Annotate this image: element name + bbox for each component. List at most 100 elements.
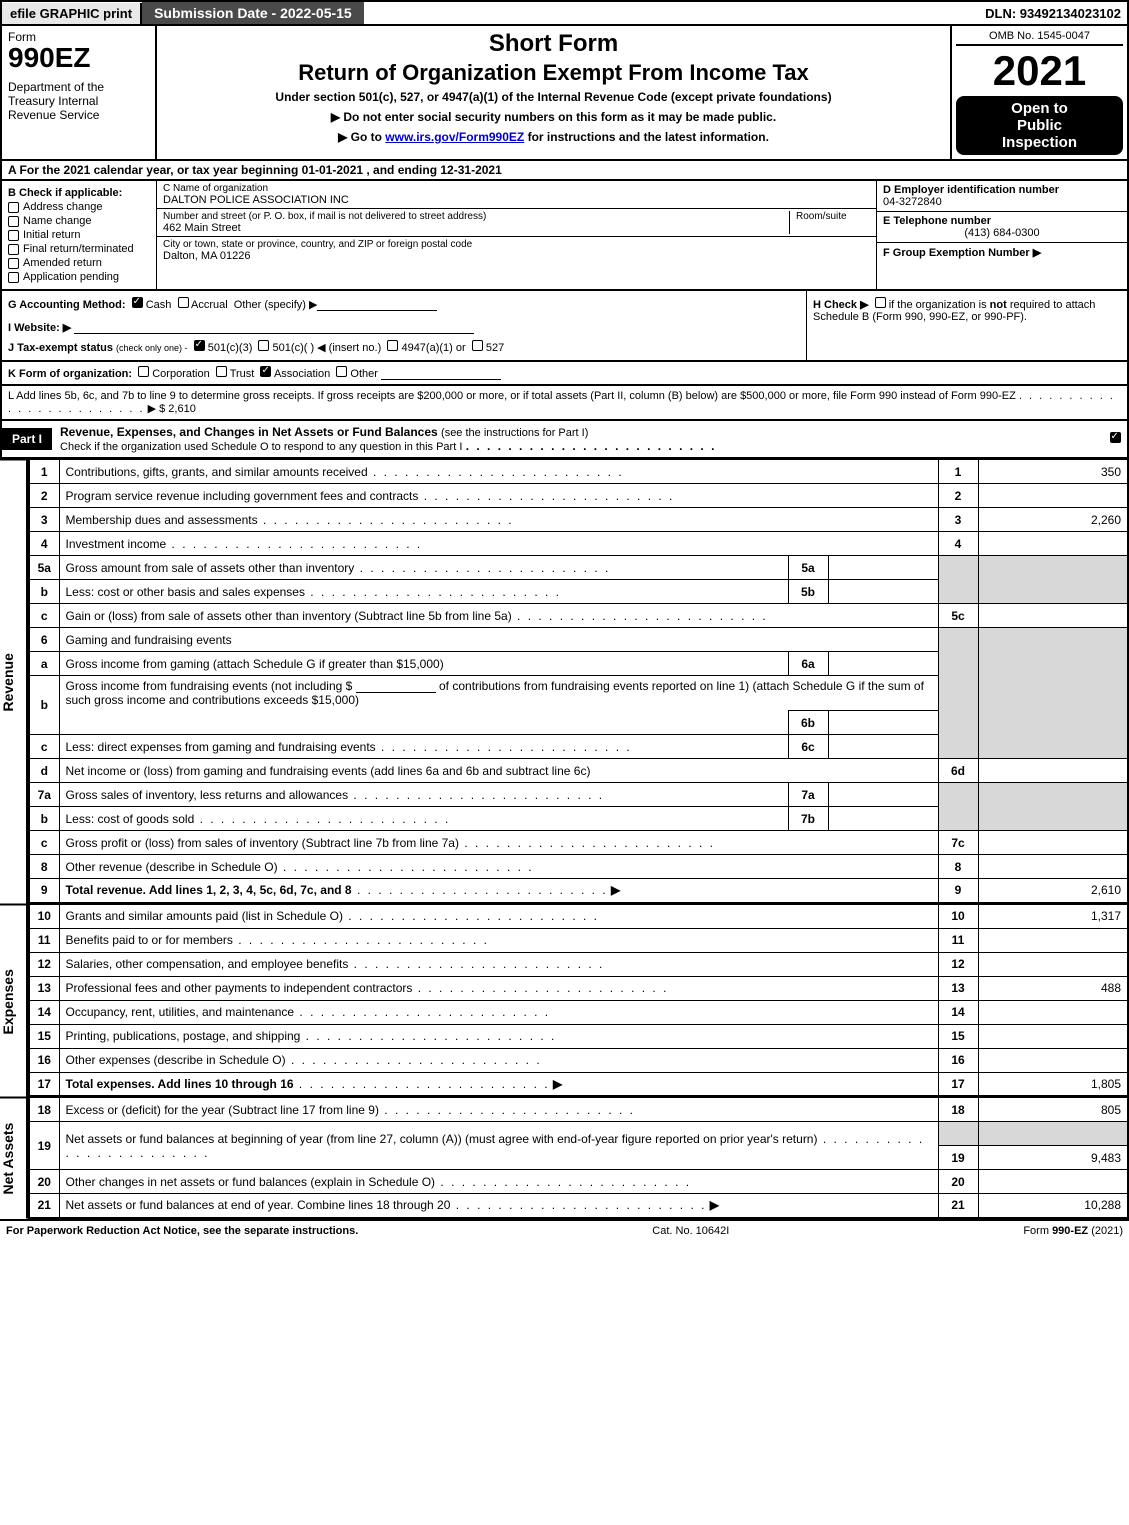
dots-filler — [286, 1053, 542, 1067]
line-desc: Program service revenue including govern… — [59, 484, 938, 508]
g-h-section: G Accounting Method: Cash Accrual Other … — [0, 291, 1129, 362]
dots-filler — [379, 1103, 635, 1117]
addr-label: Number and street (or P. O. box, if mail… — [163, 211, 783, 222]
h-text: if the organization is — [889, 299, 987, 311]
line-num: a — [29, 652, 59, 676]
phone-label: E Telephone number — [883, 215, 991, 227]
result-val — [978, 604, 1128, 628]
desc-text: Salaries, other compensation, and employ… — [66, 957, 349, 971]
checkbox-corp-icon[interactable] — [138, 366, 149, 377]
i-label: I Website: ▶ — [8, 322, 71, 334]
dots-filler — [294, 1077, 550, 1091]
contributions-input[interactable] — [356, 681, 436, 693]
desc-text: Professional fees and other payments to … — [66, 981, 413, 995]
checkbox-icon — [8, 258, 19, 269]
checkbox-accrual-icon[interactable] — [178, 297, 189, 308]
k-trust: Trust — [230, 368, 255, 380]
dln-number: DLN: 93492134023102 — [985, 6, 1127, 21]
checkbox-cash-checked-icon[interactable] — [132, 297, 143, 308]
open-inspection-box: Open to Public Inspection — [956, 96, 1123, 155]
table-row: 4 Investment income 4 — [29, 532, 1128, 556]
checkbox-assoc-checked-icon[interactable] — [260, 366, 271, 377]
line-num: 12 — [29, 952, 59, 976]
sub-val — [828, 711, 938, 735]
part-1-checkbox[interactable] — [1103, 432, 1127, 446]
line-desc: Gross profit or (loss) from sales of inv… — [59, 831, 938, 855]
sub-num: 7b — [788, 807, 828, 831]
checkbox-527-icon[interactable] — [472, 340, 483, 351]
sub-num: 6c — [788, 735, 828, 759]
checkbox-trust-icon[interactable] — [216, 366, 227, 377]
desc-text: Other expenses (describe in Schedule O) — [66, 1053, 286, 1067]
footer-right-prefix: Form — [1023, 1225, 1052, 1237]
dots-filler — [466, 439, 717, 453]
result-num: 7c — [938, 831, 978, 855]
result-num: 14 — [938, 1000, 978, 1024]
desc-text: Net assets or fund balances at end of ye… — [66, 1198, 451, 1212]
footer-left: For Paperwork Reduction Act Notice, see … — [6, 1225, 358, 1237]
page-footer: For Paperwork Reduction Act Notice, see … — [0, 1219, 1129, 1241]
checkbox-other-icon[interactable] — [336, 366, 347, 377]
checkbox-4947-icon[interactable] — [387, 340, 398, 351]
table-row: 14 Occupancy, rent, utilities, and maint… — [29, 1000, 1128, 1024]
line-desc: Gross income from gaming (attach Schedul… — [59, 652, 788, 676]
desc-text: Total revenue. Add lines 1, 2, 3, 4, 5c,… — [66, 883, 352, 897]
result-num: 18 — [938, 1098, 978, 1122]
arrow-icon: ▶ — [611, 883, 620, 897]
result-num: 6d — [938, 759, 978, 783]
line-desc: Less: cost of goods sold — [59, 807, 788, 831]
revenue-table: 1 Contributions, gifts, grants, and simi… — [28, 459, 1129, 904]
l-arrow-value: ▶ $ 2,610 — [148, 403, 196, 415]
efile-print-button[interactable]: efile GRAPHIC print — [2, 3, 142, 24]
checkbox-amended-return[interactable]: Amended return — [8, 257, 150, 269]
line-num: 2 — [29, 484, 59, 508]
line-num: 10 — [29, 904, 59, 928]
result-num: 5c — [938, 604, 978, 628]
result-num: 1 — [938, 460, 978, 484]
irs-link[interactable]: www.irs.gov/Form990EZ — [385, 130, 524, 144]
desc-text: Total expenses. Add lines 10 through 16 — [66, 1077, 294, 1091]
checkbox-final-return[interactable]: Final return/terminated — [8, 243, 150, 255]
sub-val — [828, 556, 938, 580]
checkbox-name-change[interactable]: Name change — [8, 215, 150, 227]
result-val — [978, 855, 1128, 879]
checkbox-initial-return[interactable]: Initial return — [8, 229, 150, 241]
k-section: K Form of organization: Corporation Trus… — [0, 362, 1129, 386]
line-desc: Gross sales of inventory, less returns a… — [59, 783, 788, 807]
result-val: 9,483 — [978, 1146, 1128, 1170]
info-grid: B Check if applicable: Address change Na… — [0, 181, 1129, 291]
line-desc: Other expenses (describe in Schedule O) — [59, 1048, 938, 1072]
top-bar-left: efile GRAPHIC print Submission Date - 20… — [2, 2, 364, 24]
header-right: OMB No. 1545-0047 2021 Open to Public In… — [952, 26, 1127, 159]
dots-filler — [459, 836, 715, 850]
other-specify-input[interactable] — [317, 299, 437, 311]
result-num: 19 — [938, 1146, 978, 1170]
table-row: c Gross profit or (loss) from sales of i… — [29, 831, 1128, 855]
dots-filler — [300, 1029, 556, 1043]
result-num: 2 — [938, 484, 978, 508]
line-desc: Gaming and fundraising events — [59, 628, 938, 652]
table-row: 8 Other revenue (describe in Schedule O)… — [29, 855, 1128, 879]
dots-filler — [354, 561, 610, 575]
ein-row: D Employer identification number 04-3272… — [877, 181, 1127, 212]
line-desc: Salaries, other compensation, and employ… — [59, 952, 938, 976]
desc-text: Benefits paid to or for members — [66, 933, 233, 947]
expenses-section: Expenses 10 Grants and similar amounts p… — [0, 904, 1129, 1098]
checkbox-application-pending[interactable]: Application pending — [8, 271, 150, 283]
checkbox-501c-icon[interactable] — [258, 340, 269, 351]
dots-filler — [305, 585, 561, 599]
part-1-label: Part I — [2, 428, 52, 450]
line-desc-cont — [59, 711, 788, 735]
short-form-title: Short Form — [161, 30, 946, 58]
sub-num: 7a — [788, 783, 828, 807]
checkbox-address-change[interactable]: Address change — [8, 201, 150, 213]
table-row: 5a Gross amount from sale of assets othe… — [29, 556, 1128, 580]
col-b-title: B Check if applicable: — [8, 187, 122, 199]
line-desc: Gross income from fundraising events (no… — [59, 676, 938, 711]
line-desc: Grants and similar amounts paid (list in… — [59, 904, 938, 928]
other-org-input[interactable] — [381, 368, 501, 380]
website-input[interactable] — [74, 322, 474, 334]
line-desc: Investment income — [59, 532, 938, 556]
checkbox-h-icon[interactable] — [875, 297, 886, 308]
checkbox-501c3-checked-icon[interactable] — [194, 340, 205, 351]
